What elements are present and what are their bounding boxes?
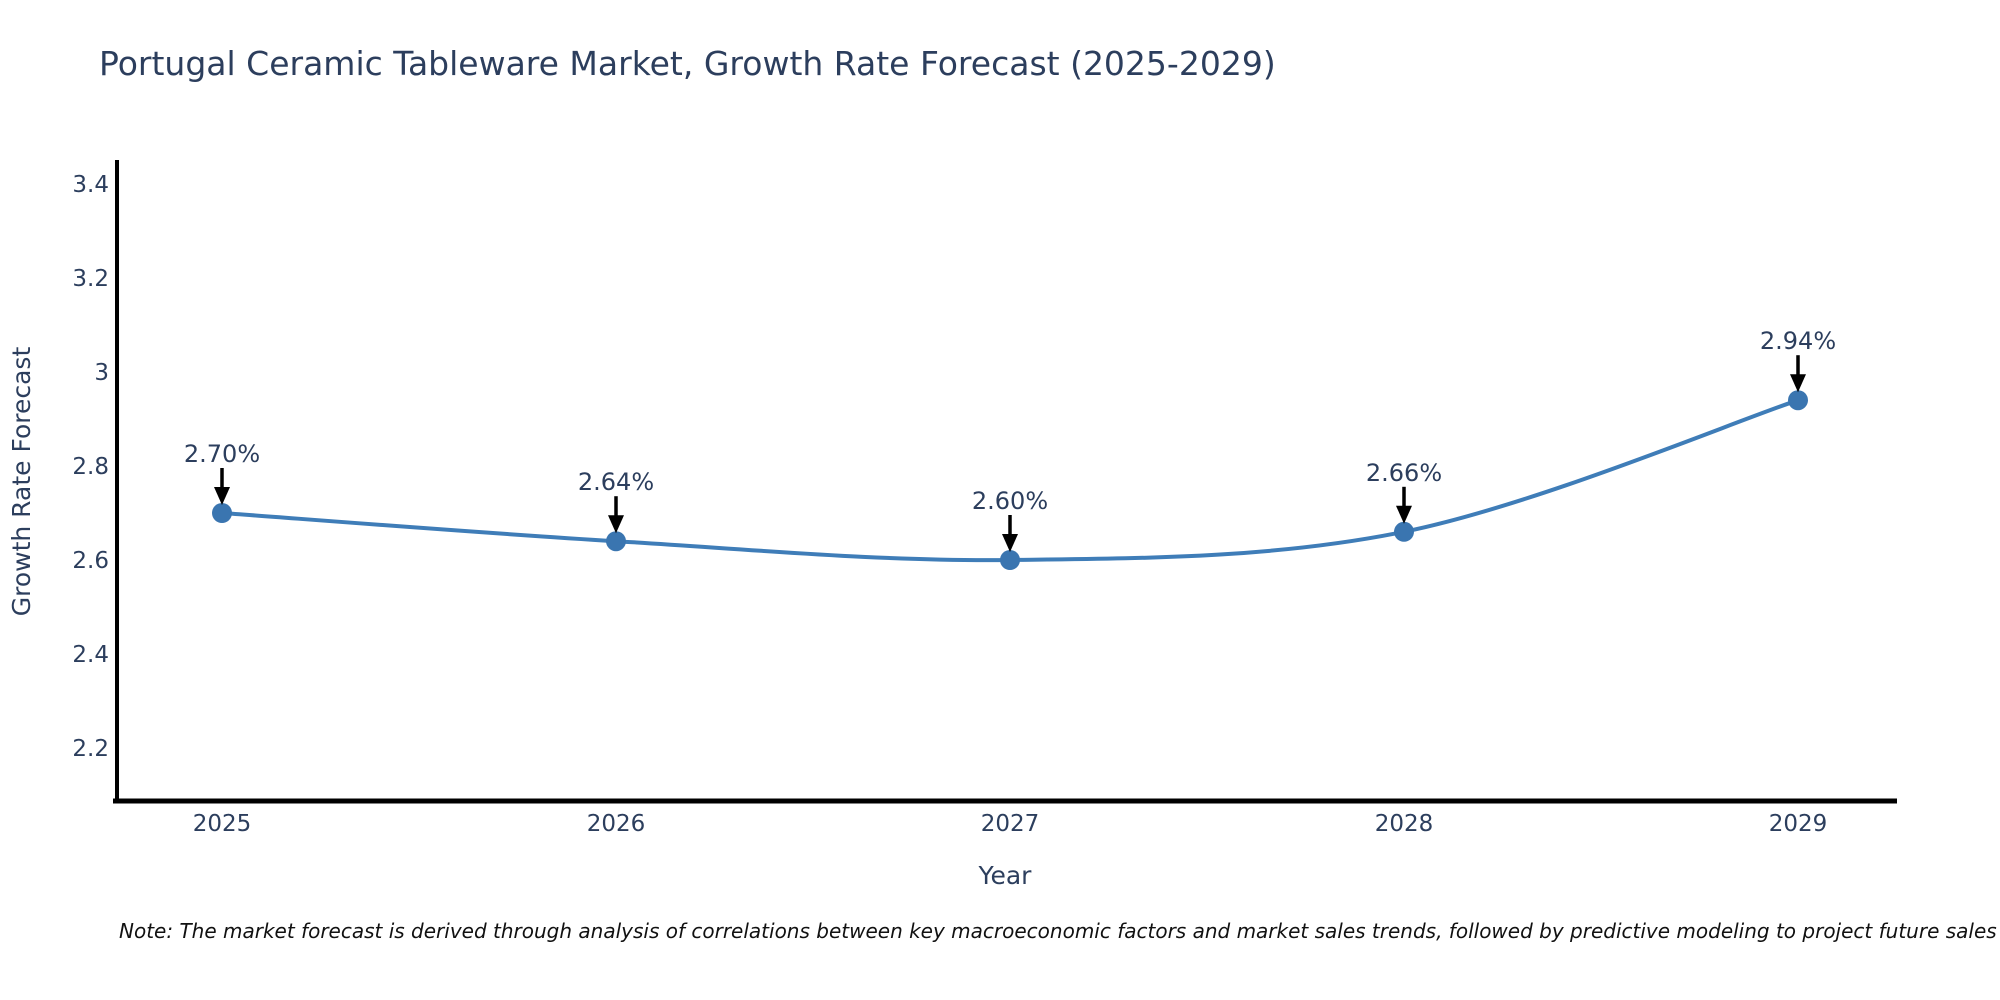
chart-title: Portugal Ceramic Tableware Market, Growt… bbox=[99, 44, 1276, 83]
y-tick-label: 3 bbox=[94, 360, 109, 386]
y-tick-label: 2.4 bbox=[72, 642, 109, 668]
annotation-arrowhead-icon bbox=[1002, 534, 1018, 552]
y-tick-label: 2.6 bbox=[72, 548, 109, 574]
data-point-label: 2.64% bbox=[578, 468, 654, 496]
annotation-arrowhead-icon bbox=[1396, 505, 1412, 524]
y-tick-label: 3.4 bbox=[72, 172, 109, 198]
chart-footnote: Note: The market forecast is derived thr… bbox=[119, 919, 1997, 943]
x-tick-label: 2029 bbox=[1769, 811, 1828, 837]
data-point-label: 2.66% bbox=[1366, 459, 1442, 487]
x-tick-label: 2028 bbox=[1375, 811, 1434, 837]
annotation-arrowhead-icon bbox=[214, 487, 230, 505]
x-tick-label: 2027 bbox=[981, 811, 1040, 837]
x-tick-label: 2026 bbox=[587, 811, 646, 837]
data-point-marker[interactable] bbox=[1000, 550, 1020, 570]
x-tick-label: 2025 bbox=[193, 811, 252, 837]
data-point-marker[interactable] bbox=[1394, 521, 1414, 542]
data-point-marker[interactable] bbox=[606, 531, 626, 552]
y-tick-label: 3.2 bbox=[72, 266, 109, 292]
x-axis-title: Year bbox=[978, 861, 1033, 890]
y-axis-title: Growth Rate Forecast bbox=[7, 347, 36, 617]
data-point-label: 2.60% bbox=[972, 487, 1048, 515]
y-tick-label: 2.2 bbox=[72, 736, 109, 762]
data-point-label: 2.70% bbox=[184, 440, 260, 468]
data-point-label: 2.94% bbox=[1760, 327, 1836, 355]
annotation-arrowhead-icon bbox=[608, 515, 624, 534]
annotation-arrowhead-icon bbox=[1790, 374, 1806, 393]
data-point-marker[interactable] bbox=[212, 503, 232, 523]
y-tick-label: 2.8 bbox=[72, 454, 109, 480]
data-point-marker[interactable] bbox=[1788, 390, 1808, 411]
